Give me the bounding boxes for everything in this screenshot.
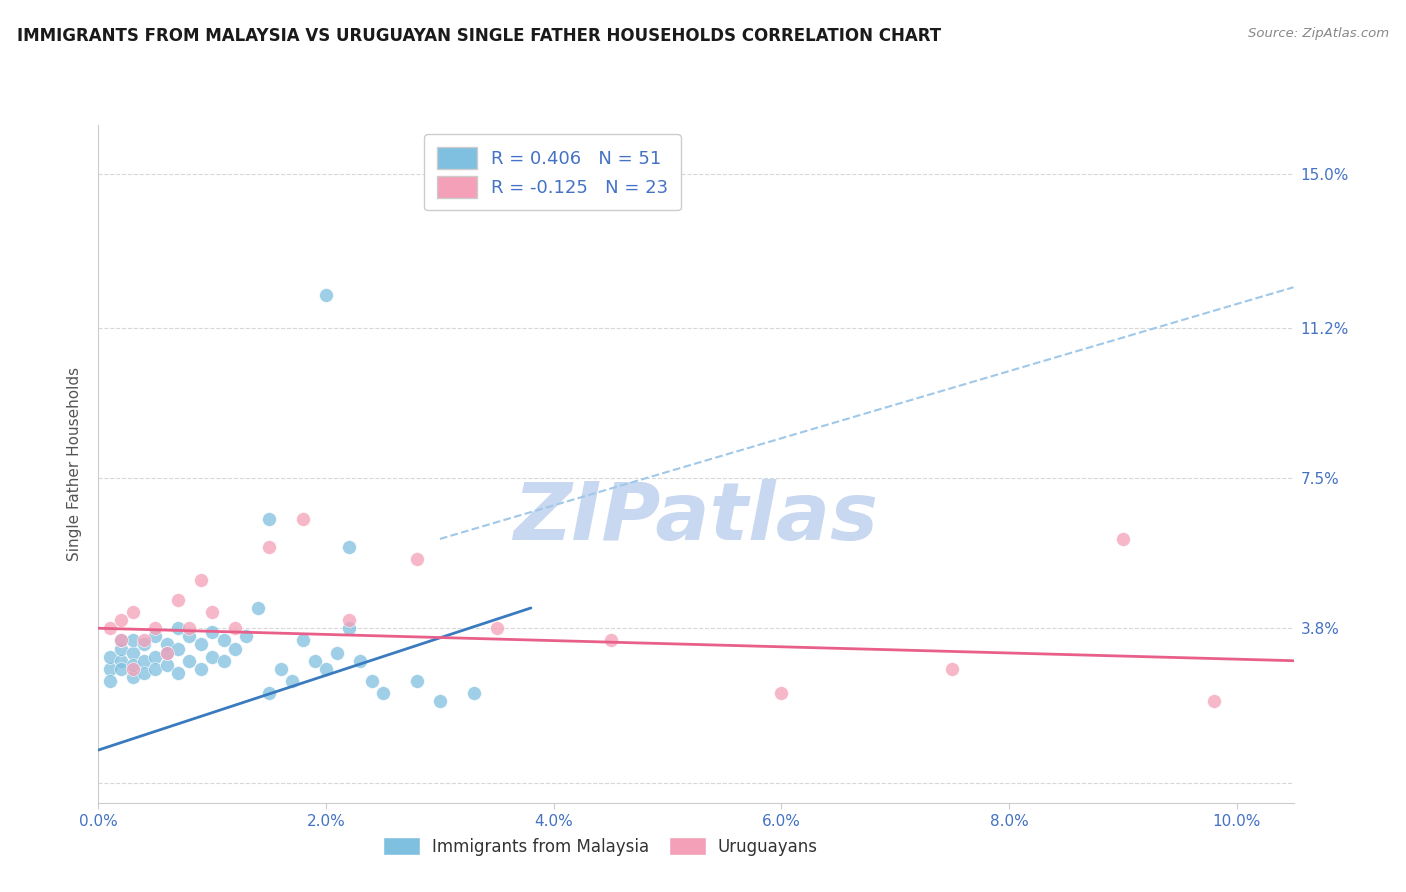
Point [190, 638, 212, 652]
Text: IMMIGRANTS FROM MALAYSIA VS URUGUAYAN SINGLE FATHER HOUSEHOLDS CORRELATION CHART: IMMIGRANTS FROM MALAYSIA VS URUGUAYAN SI… [17, 27, 941, 45]
Point [121, 670, 143, 684]
Point [143, 629, 166, 643]
Point [201, 625, 224, 640]
Point [121, 657, 143, 672]
Point [167, 665, 190, 680]
Point [212, 654, 235, 668]
Point [429, 694, 451, 708]
Point [156, 646, 179, 660]
Legend: Immigrants from Malaysia, Uruguayans: Immigrants from Malaysia, Uruguayans [377, 830, 824, 863]
Point [110, 662, 132, 676]
Point [143, 662, 166, 676]
Point [212, 633, 235, 648]
Point [337, 621, 360, 635]
Point [315, 288, 337, 302]
Point [257, 686, 280, 700]
Point [292, 511, 315, 525]
Point [292, 633, 315, 648]
Point [121, 662, 143, 676]
Point [179, 654, 201, 668]
Point [98, 673, 121, 688]
Point [224, 621, 246, 635]
Point [485, 621, 508, 635]
Point [1112, 532, 1135, 546]
Point [167, 621, 190, 635]
Point [179, 629, 201, 643]
Point [190, 662, 212, 676]
Point [190, 573, 212, 587]
Point [770, 686, 793, 700]
Point [121, 646, 143, 660]
Point [132, 638, 155, 652]
Point [132, 633, 155, 648]
Point [360, 673, 382, 688]
Point [224, 641, 246, 656]
Point [179, 621, 201, 635]
Point [167, 592, 190, 607]
Point [201, 649, 224, 664]
Point [235, 629, 257, 643]
Point [110, 613, 132, 627]
Point [270, 662, 292, 676]
Point [98, 649, 121, 664]
Point [121, 605, 143, 619]
Point [132, 665, 155, 680]
Point [349, 654, 371, 668]
Point [98, 621, 121, 635]
Point [257, 540, 280, 554]
Point [281, 673, 304, 688]
Point [156, 646, 179, 660]
Text: Source: ZipAtlas.com: Source: ZipAtlas.com [1249, 27, 1389, 40]
Point [121, 633, 143, 648]
Text: ZIPatlas: ZIPatlas [513, 479, 879, 558]
Point [371, 686, 394, 700]
Point [110, 654, 132, 668]
Y-axis label: Single Father Households: Single Father Households [67, 367, 83, 561]
Point [406, 673, 429, 688]
Point [599, 633, 621, 648]
Point [246, 601, 269, 615]
Point [201, 605, 224, 619]
Point [315, 662, 337, 676]
Point [406, 552, 429, 566]
Point [110, 633, 132, 648]
Point [167, 641, 190, 656]
Point [132, 654, 155, 668]
Point [941, 662, 963, 676]
Point [337, 540, 360, 554]
Point [110, 641, 132, 656]
Point [326, 646, 349, 660]
Point [156, 638, 179, 652]
Point [156, 657, 179, 672]
Point [257, 511, 280, 525]
Point [143, 621, 166, 635]
Point [463, 686, 485, 700]
Point [1202, 694, 1225, 708]
Point [337, 613, 360, 627]
Point [143, 649, 166, 664]
Point [110, 633, 132, 648]
Point [304, 654, 326, 668]
Point [98, 662, 121, 676]
